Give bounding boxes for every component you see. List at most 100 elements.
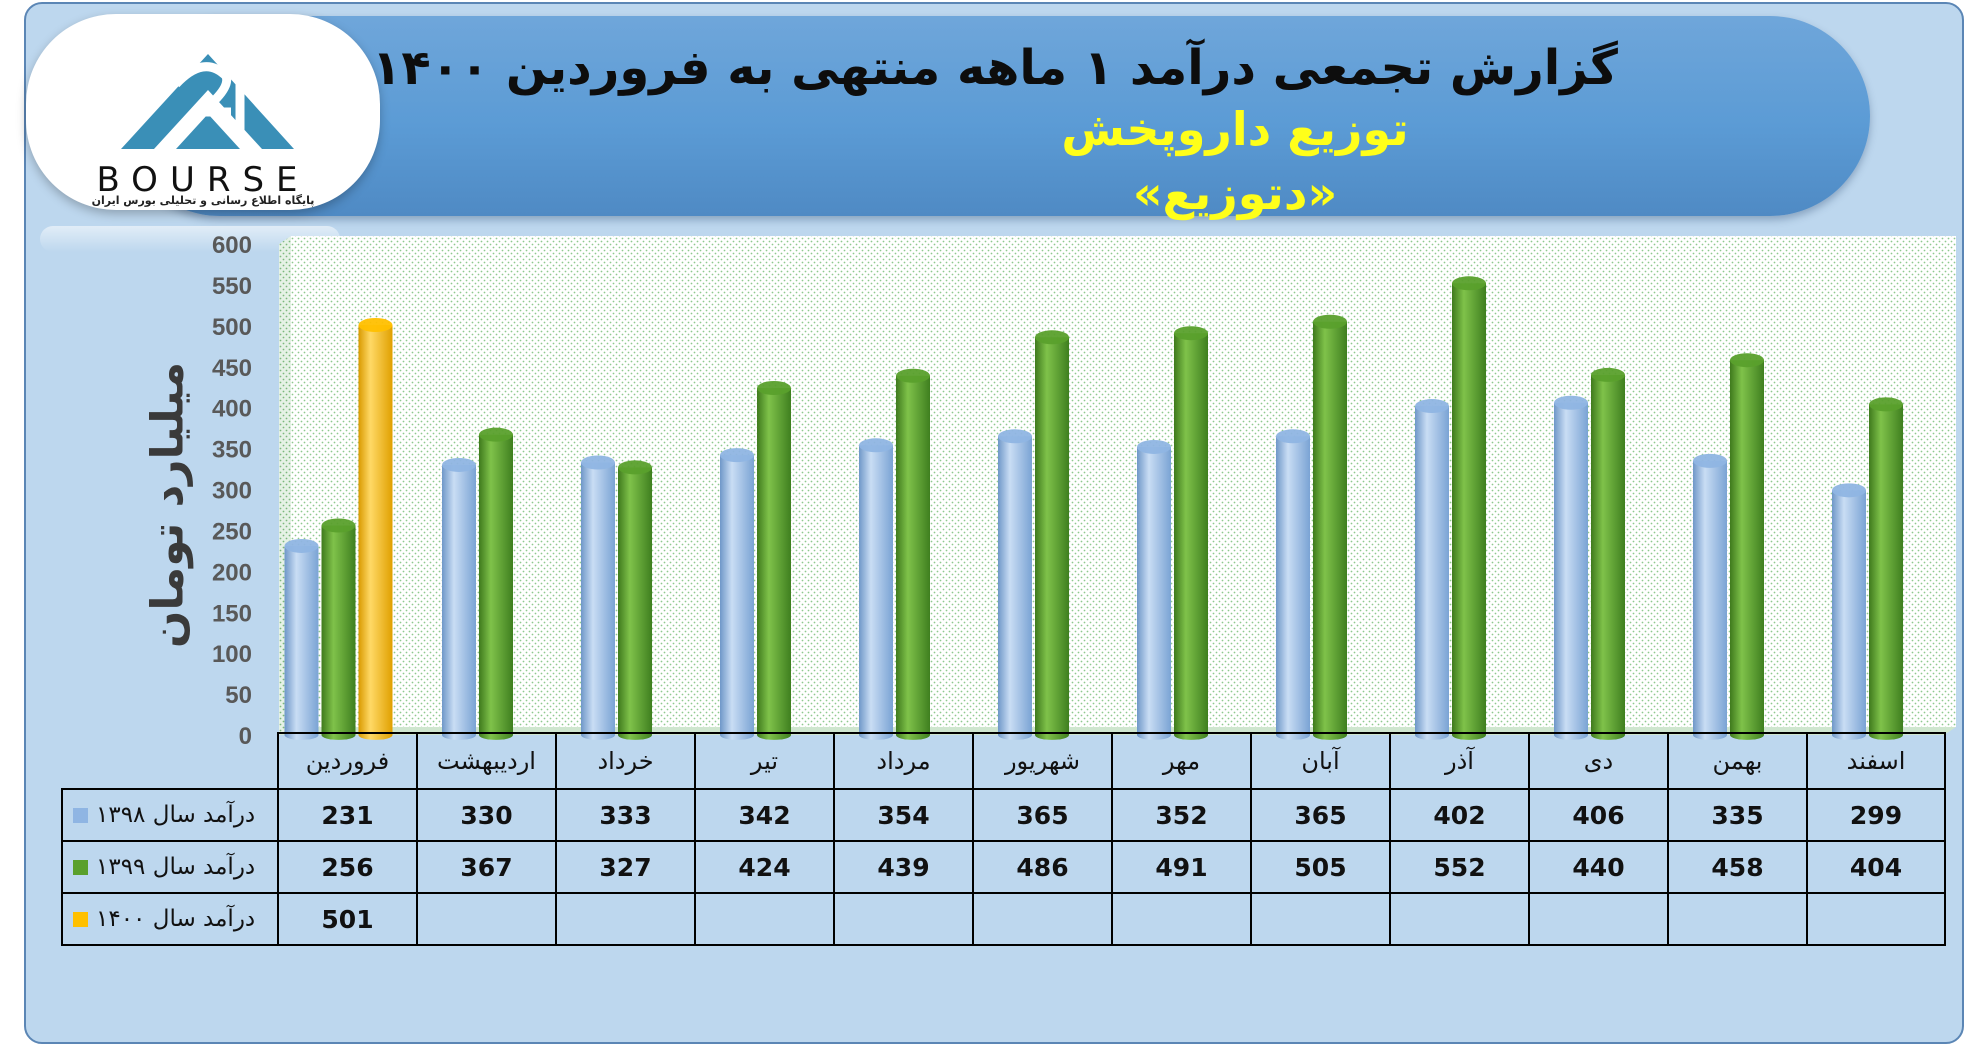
data-label: 404 — [1806, 840, 1946, 894]
company-name: توزیع داروپخش — [1061, 102, 1409, 156]
empty-cell — [1111, 892, 1252, 946]
legend-swatch-icon — [73, 808, 88, 823]
bar — [1313, 314, 1347, 740]
month-label: آبان — [1250, 732, 1391, 790]
legend-label: درآمد سال ۱۴۰۰ — [96, 906, 256, 932]
data-label: 354 — [833, 788, 974, 842]
data-label: 330 — [416, 788, 557, 842]
month-label: شهریور — [972, 732, 1113, 790]
bar — [1693, 453, 1727, 740]
data-label: 458 — [1667, 840, 1808, 894]
data-label: 256 — [277, 840, 418, 894]
month-label: اسفند — [1806, 732, 1946, 790]
data-label: 486 — [972, 840, 1113, 894]
y-tick-label: 300 — [212, 478, 252, 505]
month-label: مهر — [1111, 732, 1252, 790]
series-row-1399: درآمد سال ۱۳۹۹ 256 367 327 424 439 486 4… — [61, 840, 1946, 894]
month-label: تیر — [694, 732, 835, 790]
bar — [720, 448, 754, 740]
y-tick-label: 50 — [225, 682, 252, 709]
data-label: 367 — [416, 840, 557, 894]
legend-swatch-icon — [73, 912, 88, 927]
legend-label: درآمد سال ۱۳۹۹ — [96, 854, 256, 880]
bar — [1869, 397, 1903, 740]
legend-entry-1400: درآمد سال ۱۴۰۰ — [61, 892, 279, 946]
data-label: 505 — [1250, 840, 1391, 894]
logo-tagline: پایگاه اطلاع رسانی و تحلیلی بورس ایران — [91, 194, 315, 207]
legend-entry-1399: درآمد سال ۱۳۹۹ — [61, 840, 279, 894]
data-label: 335 — [1667, 788, 1808, 842]
bar — [1554, 395, 1588, 740]
empty-cell — [416, 892, 557, 946]
bar — [1415, 399, 1449, 740]
bar — [1730, 353, 1764, 740]
bar — [1035, 330, 1069, 740]
data-label: 327 — [555, 840, 696, 894]
empty-cell — [1389, 892, 1530, 946]
title-banner: گزارش تجمعی درآمد ۱ ماهه منتهی به فروردی… — [120, 16, 1870, 220]
chart-bars — [284, 276, 1903, 740]
data-label: 552 — [1389, 840, 1530, 894]
month-label: فروردین — [277, 732, 418, 790]
bar — [757, 381, 791, 740]
y-tick-label: 350 — [212, 437, 252, 464]
data-label: 352 — [1111, 788, 1252, 842]
month-label: مرداد — [833, 732, 974, 790]
bourse-logo: BOURSE پایگاه اطلاع رسانی و تحلیلی بورس … — [26, 14, 380, 210]
bar — [1832, 483, 1866, 740]
y-tick-label: 600 — [212, 232, 252, 259]
y-tick-label: 500 — [212, 314, 252, 341]
y-tick-label: 200 — [212, 559, 252, 586]
y-tick-label: 250 — [212, 518, 252, 545]
data-table: فروردین اردیبهشت خرداد تیر مرداد شهریور … — [61, 732, 1946, 946]
empty-cell — [1806, 892, 1946, 946]
empty-cell — [555, 892, 696, 946]
y-tick-label: 150 — [212, 600, 252, 627]
logo-mark-icon — [121, 54, 294, 149]
series-row-1398: درآمد سال ۱۳۹۸ 231 330 333 342 354 365 3… — [61, 788, 1946, 842]
month-label: اردیبهشت — [416, 732, 557, 790]
month-label: آذر — [1389, 732, 1530, 790]
series-row-1400: درآمد سال ۱۴۰۰ 501 — [61, 892, 1946, 946]
empty-cell — [1667, 892, 1808, 946]
bar — [1276, 429, 1310, 740]
month-label: بهمن — [1667, 732, 1808, 790]
y-tick-label: 550 — [212, 273, 252, 300]
table-corner — [62, 733, 279, 790]
data-label: 299 — [1806, 788, 1946, 842]
bar — [859, 438, 893, 740]
bar — [896, 368, 930, 740]
data-label: 402 — [1389, 788, 1530, 842]
legend-label: درآمد سال ۱۳۹۸ — [96, 802, 256, 828]
empty-cell — [694, 892, 835, 946]
empty-cell — [1250, 892, 1391, 946]
bar — [284, 538, 319, 740]
bar — [321, 518, 356, 740]
y-tick-label: 400 — [212, 396, 252, 423]
empty-cell — [972, 892, 1113, 946]
data-label: 333 — [555, 788, 696, 842]
data-label: 231 — [277, 788, 418, 842]
data-label: 424 — [694, 840, 835, 894]
bar — [1174, 326, 1208, 740]
ticker-symbol: «دتوزیع» — [1132, 166, 1338, 220]
data-label: 365 — [972, 788, 1113, 842]
plot-back-wall — [291, 236, 1956, 727]
y-tick-label: 450 — [212, 355, 252, 382]
data-label: 501 — [277, 892, 418, 946]
legend-entry-1398: درآمد سال ۱۳۹۸ — [61, 788, 279, 842]
bar — [479, 427, 513, 740]
bar — [358, 318, 393, 740]
data-label: 440 — [1528, 840, 1669, 894]
month-label: دی — [1528, 732, 1669, 790]
bar — [998, 429, 1032, 740]
month-header-row: فروردین اردیبهشت خرداد تیر مرداد شهریور … — [62, 732, 1946, 790]
data-label: 406 — [1528, 788, 1669, 842]
bar — [1137, 439, 1171, 740]
bar — [1591, 367, 1625, 740]
report-title: گزارش تجمعی درآمد ۱ ماهه منتهی به فروردی… — [372, 40, 1618, 96]
data-label: 342 — [694, 788, 835, 842]
logo-wordmark: BOURSE — [96, 160, 310, 200]
